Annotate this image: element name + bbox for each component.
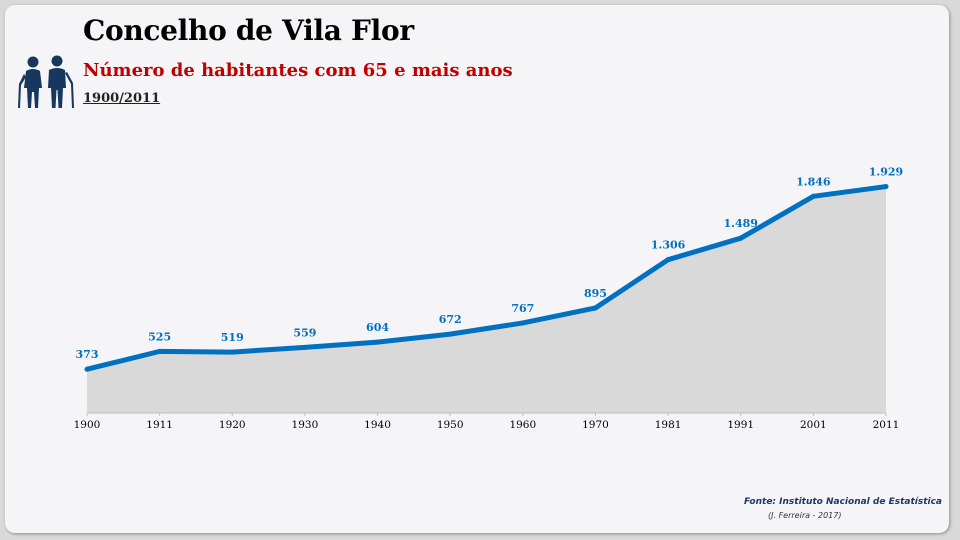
x-tick-label-1911: 1911	[146, 419, 173, 431]
x-tick-label-1981: 1981	[655, 419, 682, 431]
data-label-1960: 767	[511, 302, 534, 315]
area-fill	[87, 186, 886, 413]
data-label-2001: 1.846	[796, 175, 831, 188]
data-point-2001	[810, 193, 816, 199]
x-tick-label-1960: 1960	[509, 419, 536, 431]
x-tick-label-2001: 2001	[800, 419, 827, 431]
series-line	[86, 184, 887, 372]
data-label-1950: 672	[439, 313, 462, 326]
data-label-1930: 559	[293, 326, 316, 339]
page-title: Concelho de Vila Flor	[83, 14, 414, 47]
data-label-1970: 895	[584, 287, 607, 300]
x-tick-label-1920: 1920	[219, 419, 246, 431]
data-point-1960	[520, 320, 526, 326]
data-point-1911	[157, 348, 163, 354]
x-tick-label-1950: 1950	[437, 419, 464, 431]
author-credit: (J. Ferreira - 2017)	[768, 511, 842, 520]
page-subtitle: Número de habitantes com 65 e mais anos	[83, 60, 513, 81]
x-tick-label-1991: 1991	[727, 419, 754, 431]
data-point-1930	[302, 344, 308, 350]
data-point-1950	[447, 331, 453, 337]
x-tick-label-2011: 2011	[873, 419, 900, 431]
data-label-1991: 1.489	[724, 217, 758, 230]
x-tick-label-1900: 1900	[74, 419, 101, 431]
elderly-couple-icon	[18, 55, 74, 108]
data-label-1900: 373	[76, 348, 99, 361]
data-label-2011: 1.929	[869, 166, 903, 179]
x-tick-label-1930: 1930	[292, 419, 319, 431]
period-label: 1900/2011	[83, 91, 161, 106]
x-tick-label-1940: 1940	[364, 419, 391, 431]
data-point-1940	[375, 339, 381, 345]
data-point-2011	[883, 184, 889, 190]
x-tick-label-1970: 1970	[582, 419, 609, 431]
data-point-1981	[665, 257, 671, 263]
data-label-1981: 1.306	[651, 239, 686, 252]
data-label-1911: 525	[148, 330, 171, 343]
data-point-1991	[738, 235, 744, 241]
data-point-1970	[592, 305, 598, 311]
data-point-1900	[84, 366, 90, 372]
data-point-1920	[229, 349, 235, 355]
data-label-1940: 604	[366, 321, 389, 334]
source-note: Fonte: Instituto Nacional de Estatística	[743, 497, 942, 507]
data-label-1920: 519	[221, 331, 244, 344]
